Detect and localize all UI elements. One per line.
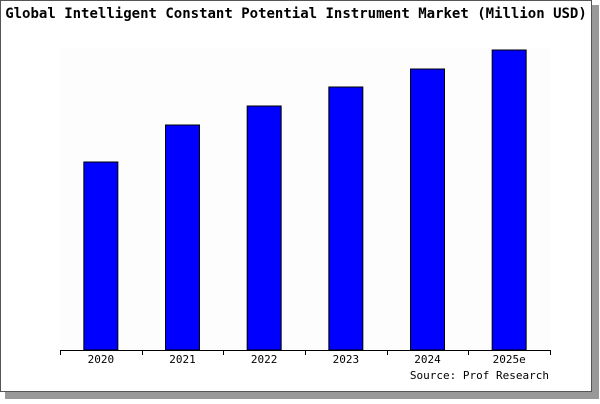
- bar: [165, 124, 200, 351]
- x-tick-label: 2022: [251, 353, 278, 366]
- bar: [328, 86, 364, 351]
- chart-title: Global Intelligent Constant Potential In…: [5, 6, 587, 22]
- bar: [246, 105, 282, 351]
- bar: [83, 161, 119, 351]
- x-tick-label: 2021: [169, 353, 196, 366]
- x-tick-label: 2023: [333, 353, 360, 366]
- bar: [410, 68, 445, 351]
- plot-area: [60, 48, 550, 350]
- x-tick-label: 2020: [88, 353, 115, 366]
- bar: [491, 49, 527, 351]
- source-note: Source: Prof Research: [410, 369, 549, 382]
- x-tick-label: 2024: [414, 353, 441, 366]
- x-tick-label: 2025e: [493, 353, 526, 366]
